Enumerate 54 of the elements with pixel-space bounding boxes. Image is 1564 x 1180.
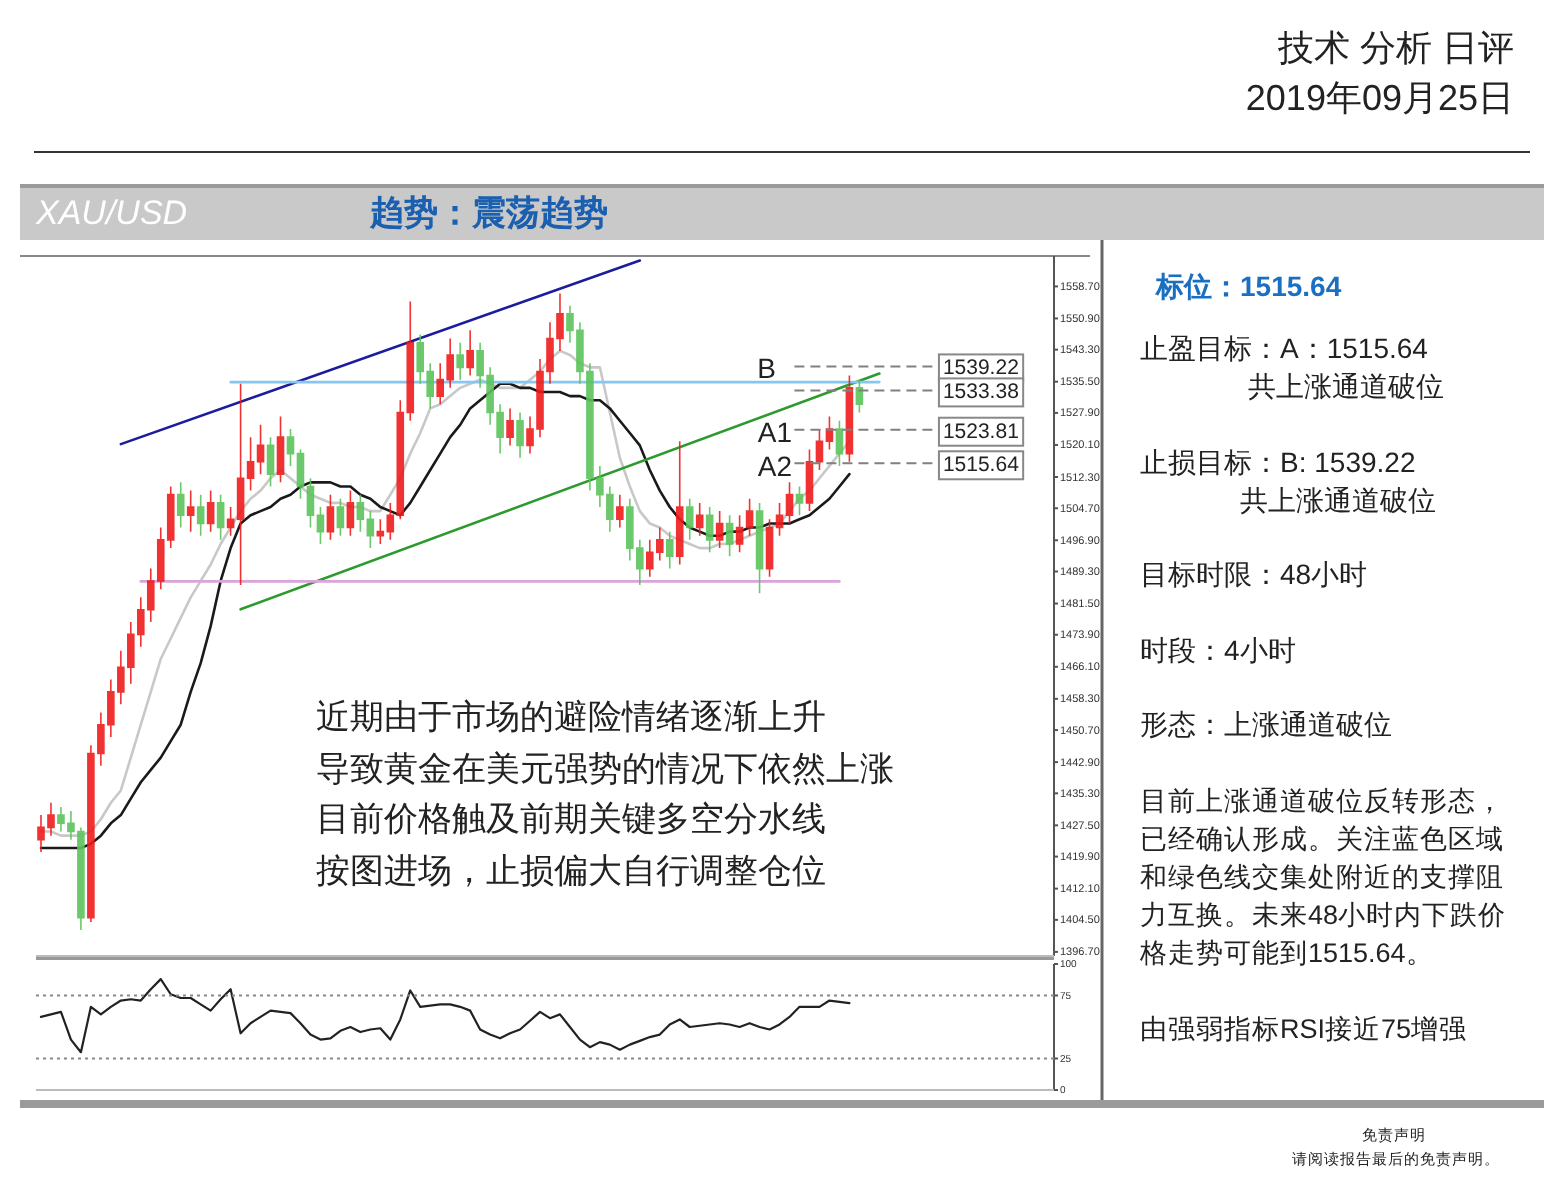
text: 和绿色线交集处附近的支撑阻 — [1140, 862, 1504, 892]
ref-line-label: 1523.81 — [942, 419, 1020, 444]
text: 止损目标：B: 1539.22 — [1140, 446, 1416, 478]
candlestick — [665, 530, 674, 570]
chart-subtitle: 趋势：震荡趋势 — [368, 194, 608, 232]
candlestick — [725, 514, 734, 558]
annotation: 按图进场，止损偏大自行调整仓位 — [316, 852, 826, 890]
text: 标位：1515.64 — [1154, 270, 1342, 302]
ref-line-label: 1539.22 — [942, 356, 1020, 381]
candlestick — [675, 440, 684, 566]
candlestick — [795, 485, 804, 517]
candlestick — [755, 502, 764, 595]
candlestick — [506, 407, 514, 447]
text: 形态：上涨通道破位 — [1140, 708, 1392, 740]
text: 格走势可能到1515.64。 — [1138, 938, 1434, 968]
candlestick — [685, 497, 694, 541]
annotation: 目前价格触及前期关键多空分水线 — [316, 800, 826, 838]
text: 力互换。未来48小时内下跌价 — [1140, 900, 1507, 930]
text: 共上涨通道破位 — [1248, 370, 1444, 402]
candlestick — [346, 489, 355, 537]
candlestick — [336, 497, 345, 537]
annotation: 导致黄金在美元强势的情况下依然上涨 — [316, 750, 894, 788]
annotation: A1 — [757, 416, 793, 448]
candlestick — [835, 419, 844, 467]
text: 目前上涨通道破位反转形态， — [1140, 786, 1504, 816]
candlestick — [206, 489, 215, 533]
text: 技术 分析 日评 — [1275, 28, 1514, 68]
text: 共上涨通道破位 — [1240, 484, 1436, 516]
line-series — [39, 978, 851, 1054]
candlestick — [616, 493, 624, 529]
candlestick — [715, 510, 724, 549]
text: 由强弱指标RSI接近75增强 — [1140, 1014, 1468, 1044]
candlestick — [516, 411, 524, 459]
text: 2019年09月25日 — [1245, 78, 1514, 118]
candlestick — [196, 493, 205, 537]
candlestick — [705, 506, 714, 553]
candlestick — [326, 493, 335, 541]
candlestick — [176, 481, 185, 529]
text: 时段：4小时 — [1140, 634, 1296, 666]
annotation: B — [757, 352, 776, 384]
ref-line-label: 1533.38 — [942, 380, 1020, 405]
text: 已经确认形成。关注蓝色区域 — [1140, 824, 1504, 854]
annotation: A2 — [757, 450, 793, 482]
text: 止盈目标：A：1515.64 — [1140, 332, 1429, 364]
ref-line-label: 1515.64 — [942, 453, 1020, 478]
text: 目标时限：48小时 — [1140, 558, 1368, 590]
candlestick — [266, 436, 275, 488]
candlestick — [186, 489, 195, 533]
candlestick — [695, 502, 704, 537]
candlestick — [276, 415, 285, 484]
annotation: 近期由于市场的避险情绪逐渐上升 — [316, 698, 826, 736]
candlestick — [466, 329, 474, 377]
candlestick — [456, 341, 464, 381]
candlestick — [216, 493, 225, 541]
